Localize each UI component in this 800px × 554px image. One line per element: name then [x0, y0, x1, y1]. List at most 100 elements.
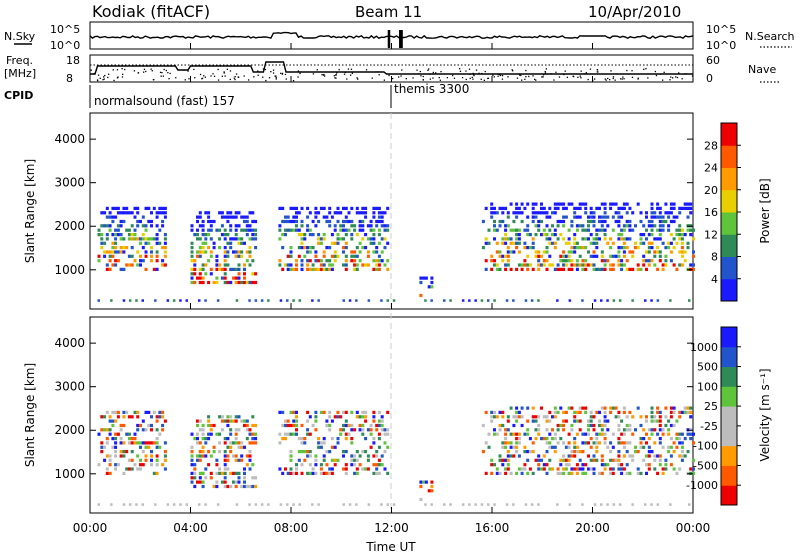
- velocity-echo: [509, 445, 513, 449]
- power-echo: [127, 228, 131, 232]
- power-echo: [111, 250, 115, 254]
- power-echo: [669, 250, 673, 254]
- power-echo: [520, 202, 524, 206]
- nave-dot: [438, 77, 440, 79]
- power-echo: [556, 237, 560, 241]
- velocity-echo: [342, 410, 345, 414]
- power-echo: [531, 246, 535, 250]
- power-echo: [678, 211, 682, 215]
- nave-dot: [297, 76, 299, 78]
- velocity-echo: [669, 423, 673, 428]
- nave-dot: [473, 74, 475, 76]
- power-echo: [333, 250, 337, 254]
- power-echo: [116, 233, 120, 237]
- power-echo: [686, 228, 690, 232]
- velocity-echo: [639, 471, 643, 475]
- velocity-echo: [212, 484, 216, 489]
- velocity-echo: [125, 467, 129, 471]
- power-echo: [664, 219, 668, 224]
- velocity-echo: [308, 432, 312, 436]
- power-echo: [147, 206, 151, 210]
- velocity-echo: [658, 423, 662, 428]
- velocity-echo: [190, 445, 194, 449]
- power-echo: [232, 237, 235, 241]
- velocity-echo: [375, 467, 379, 471]
- power-echo: [534, 211, 538, 215]
- velocity-echo: [111, 410, 115, 414]
- velocity-echo: [114, 432, 118, 436]
- power-echo: [589, 254, 593, 258]
- power-echo: [658, 259, 662, 263]
- velocity-echo: [678, 437, 682, 441]
- nave-dot: [168, 78, 170, 80]
- power-echo: [625, 202, 629, 206]
- velocity-echo: [380, 428, 384, 432]
- velocity-echo: [501, 410, 505, 414]
- power-echo: [220, 233, 224, 237]
- power-echo: [611, 202, 615, 206]
- velocity-echo: [333, 445, 337, 449]
- velocity-echo: [495, 467, 499, 471]
- power-echo: [498, 206, 502, 210]
- power-echo: [548, 228, 552, 232]
- power-echo: [611, 228, 615, 232]
- velocity-echo: [297, 450, 301, 454]
- power-echo: [336, 254, 340, 258]
- nave-dot: [392, 77, 394, 80]
- colorbar-tick-label: 8: [711, 251, 718, 264]
- velocity-echo: [361, 450, 365, 454]
- power-echo: [501, 241, 505, 245]
- power-echo: [369, 241, 373, 245]
- power-echo: [141, 224, 145, 228]
- nave-dot: [405, 78, 407, 80]
- velocity-echo: [506, 450, 510, 454]
- velocity-echo: [311, 471, 315, 475]
- velocity-echo: [675, 445, 679, 449]
- velocity-echo: [570, 454, 574, 458]
- power-echo: [620, 267, 624, 271]
- velocity-echo: [567, 406, 571, 410]
- velocity-echo: [297, 458, 301, 462]
- power-echo: [248, 224, 252, 228]
- power-echo: [383, 246, 387, 250]
- power-echo: [575, 246, 579, 250]
- power-echo: [292, 267, 296, 271]
- power-echo: [589, 241, 593, 245]
- power-echo: [339, 237, 343, 241]
- power-echo: [564, 259, 568, 263]
- nave-dot: [299, 72, 301, 75]
- power-echo: [108, 228, 112, 232]
- power-echo: [220, 276, 224, 280]
- velocity-echo: [559, 458, 563, 462]
- power-echo: [141, 246, 145, 250]
- power-echo: [642, 241, 646, 245]
- nave-dot: [631, 76, 634, 78]
- velocity-echo: [150, 423, 153, 428]
- power-echo: [220, 267, 224, 271]
- power-echo: [490, 215, 494, 219]
- power-echo: [606, 241, 610, 245]
- power-echo: [350, 206, 354, 210]
- power-echo: [531, 219, 535, 224]
- velocity-echo: [653, 467, 657, 471]
- velocity-echo: [158, 432, 162, 436]
- velocity-echo: [248, 432, 252, 436]
- velocity-echo: [353, 458, 357, 462]
- power-echo: [656, 246, 660, 250]
- velocity-echo: [229, 432, 233, 436]
- power-echo: [686, 206, 690, 210]
- velocity-echo: [647, 445, 651, 449]
- power-echo: [578, 246, 582, 250]
- power-echo: [198, 211, 202, 215]
- velocity-echo: [161, 415, 165, 419]
- power-echo: [505, 299, 509, 302]
- power-echo: [656, 202, 660, 206]
- power-echo: [575, 228, 579, 232]
- velocity-echo: [639, 415, 643, 419]
- velocity-echo: [308, 454, 312, 458]
- power-echo: [661, 241, 665, 245]
- power-echo: [139, 263, 142, 267]
- power-echo: [669, 202, 673, 206]
- power-echo: [564, 206, 568, 210]
- power-echo: [105, 206, 109, 210]
